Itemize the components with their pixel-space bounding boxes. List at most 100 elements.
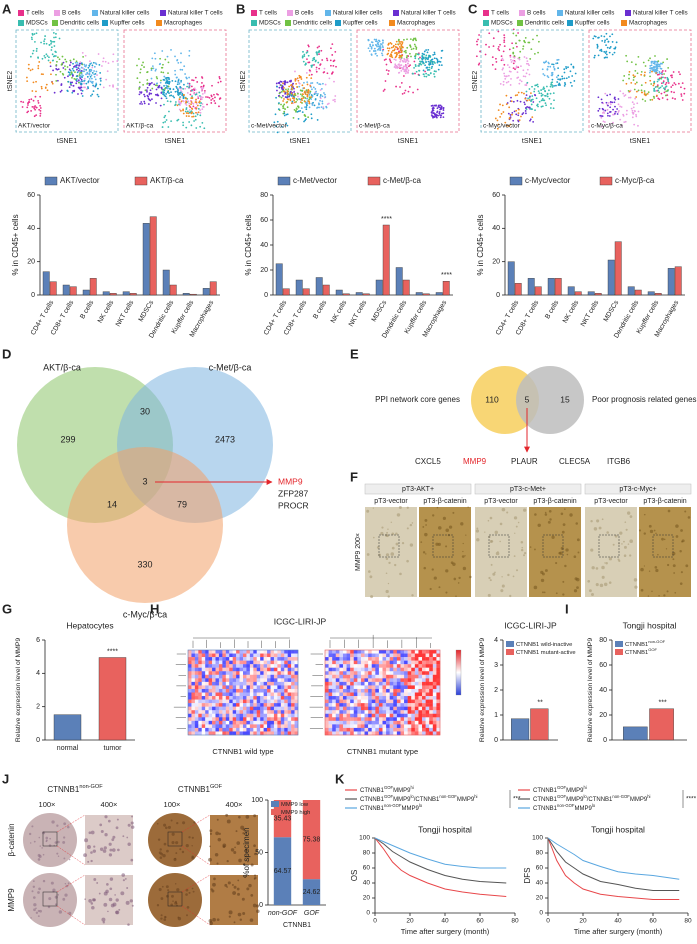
tsne-point [375, 38, 378, 41]
x-tick-label: NKT cells [348, 299, 369, 328]
heatmap-cell [267, 678, 271, 683]
ihc-zoom [210, 875, 258, 925]
ihc-texture [500, 589, 504, 593]
tsne-point [286, 90, 289, 93]
ihc-texture [612, 543, 615, 546]
tsne-point [282, 82, 284, 85]
bar [342, 293, 350, 296]
y-tick-label: 0 [603, 737, 607, 744]
heatmap-cell [332, 681, 336, 686]
tsne-point [304, 97, 307, 100]
heatmap-cell [294, 731, 299, 736]
heatmap-cell [256, 678, 261, 683]
tsne-point [149, 83, 152, 85]
gene: CXCL5 [415, 457, 441, 466]
heatmap-cell [353, 731, 358, 736]
ihc-texture [215, 831, 219, 836]
heatmap-cell [335, 664, 340, 668]
ihc-texture [529, 546, 532, 548]
heatmap-cell [389, 727, 394, 732]
tsne-point [655, 66, 658, 68]
ihc-texture [488, 576, 491, 580]
heatmap-cell [215, 713, 220, 718]
tsne-point [430, 104, 433, 107]
heatmap-cell [198, 671, 202, 675]
tsne-point [310, 82, 312, 85]
tsne-point [195, 102, 198, 105]
tsne-point [612, 113, 614, 116]
tsne-point [552, 92, 555, 95]
tsne-point [35, 32, 38, 35]
heatmap-cell [243, 674, 247, 679]
heatmap-cell [208, 706, 213, 711]
tsne-point [403, 50, 406, 53]
tsne-point [85, 64, 88, 67]
tsne-point [186, 85, 189, 88]
heatmap-cell [436, 660, 441, 665]
heatmap-cell [425, 731, 430, 736]
ihc-texture [537, 523, 541, 528]
heatmap-cell [191, 667, 196, 672]
heatmap-cell [342, 720, 347, 725]
tsne-point [194, 101, 197, 104]
heatmap-cell [371, 720, 376, 725]
heatmap-cell [225, 720, 230, 725]
y-axis-title: % in CD45+ cells [244, 214, 253, 275]
bar [362, 293, 370, 296]
heatmap-cell [277, 727, 282, 732]
heatmap-cell [201, 671, 206, 675]
ihc-texture [209, 845, 211, 848]
tsne-point [44, 56, 47, 59]
ihc-image [419, 507, 471, 597]
ihc-texture [512, 575, 515, 578]
tsne-point [536, 34, 538, 37]
tsne-point [307, 116, 310, 119]
tsne-point [31, 33, 34, 36]
heatmap-cell [393, 681, 398, 686]
zoom-box [542, 534, 564, 558]
tsne-point [35, 90, 37, 93]
tsne-point [79, 72, 81, 75]
heatmap-cell [270, 720, 275, 725]
y-tick-label: 40 [363, 880, 371, 887]
heatmap-cell [236, 717, 240, 722]
ihc-texture [619, 531, 623, 535]
tsne-point [626, 109, 628, 112]
heatmap-cell [328, 703, 333, 707]
heatmap-cell [386, 664, 390, 668]
y-tick-label: 40 [536, 880, 544, 887]
tsne-point [112, 84, 114, 87]
set-label: PPI network core genes [375, 395, 460, 404]
heatmap-cell [260, 696, 264, 700]
heatmap-cell [425, 681, 430, 686]
tsne-point [27, 104, 29, 106]
heatmap-cell [249, 688, 254, 693]
ihc-texture [122, 879, 125, 882]
ihc-texture [58, 910, 63, 914]
tsne-point [182, 100, 185, 103]
bar [607, 259, 615, 296]
tsne-point [431, 60, 434, 63]
ihc-texture [57, 894, 60, 896]
tsne-point [653, 87, 656, 90]
heatmap-cell [357, 710, 362, 714]
ihc-texture [671, 551, 676, 556]
tsne-point [543, 99, 546, 102]
heatmap-cell [280, 696, 285, 700]
heatmap-cell [273, 731, 278, 736]
heatmap-cell [353, 674, 358, 679]
heatmap-cell [418, 678, 423, 683]
tsne-point [334, 95, 337, 97]
tsne-point [524, 110, 527, 112]
tsne-point [138, 58, 140, 60]
ihc-texture [68, 858, 71, 861]
tsne-point [299, 109, 302, 112]
tsne-point [190, 103, 192, 106]
tsne-point [511, 42, 514, 45]
ihc-texture [107, 910, 109, 913]
tsne-point [285, 122, 288, 125]
tsne-point [52, 55, 55, 58]
ihc-texture [177, 916, 180, 919]
heatmap-cell [263, 696, 268, 700]
tsne-point [517, 119, 520, 122]
